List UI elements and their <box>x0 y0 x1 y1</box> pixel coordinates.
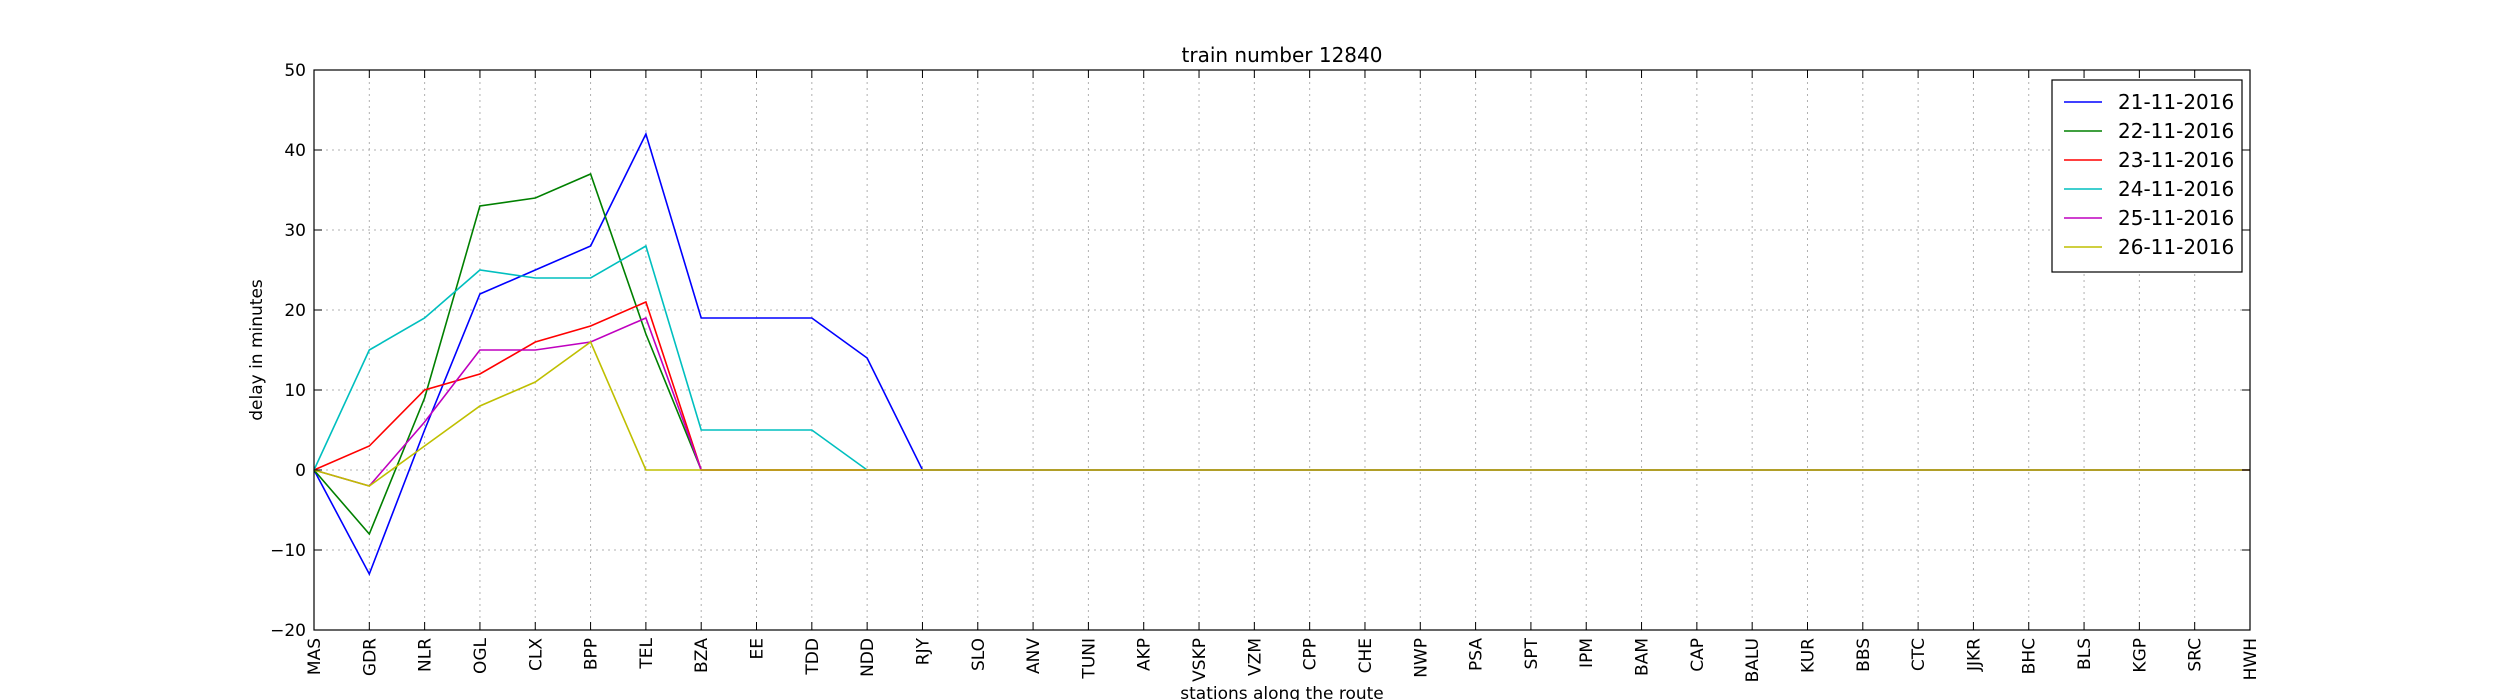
legend-label: 23-11-2016 <box>2118 148 2234 172</box>
legend-label: 21-11-2016 <box>2118 90 2234 114</box>
x-tick-label: JJKR <box>1964 638 1984 672</box>
x-tick-label: IPM <box>1577 638 1597 668</box>
x-tick-label: BBS <box>1854 638 1874 672</box>
y-tick-label: 20 <box>284 301 306 321</box>
chart-title: train number 12840 <box>1182 43 1383 67</box>
x-tick-label: MAS <box>305 638 325 675</box>
x-tick-label: CHE <box>1356 638 1376 673</box>
x-tick-label: RJY <box>913 637 933 665</box>
legend-label: 26-11-2016 <box>2118 235 2234 259</box>
legend-label: 24-11-2016 <box>2118 177 2234 201</box>
x-tick-label: AKP <box>1135 638 1155 671</box>
x-tick-label: NLR <box>416 638 436 672</box>
series-line <box>313 340 2250 487</box>
x-tick-label: BAM <box>1633 638 1653 676</box>
y-tick-label: 10 <box>284 381 306 401</box>
y-tick-label: 0 <box>295 461 306 481</box>
y-tick-label: 50 <box>284 61 306 81</box>
x-tick-label: VZM <box>1245 638 1265 676</box>
x-tick-label: HWH <box>2241 638 2261 680</box>
x-tick-label: ANV <box>1024 638 1044 674</box>
x-tick-label: KGP <box>2130 638 2150 673</box>
x-tick-label: OGL <box>471 637 491 674</box>
x-tick-label: NDD <box>858 638 878 677</box>
x-tick-label: VSKP <box>1190 638 1210 682</box>
legend-label: 22-11-2016 <box>2118 119 2234 143</box>
legend-box <box>2051 79 2243 273</box>
series-line <box>313 131 2250 576</box>
series-lines <box>313 131 2250 576</box>
series-line <box>313 316 2250 487</box>
x-tick-label: CTC <box>1909 638 1929 671</box>
legend: 21-11-2016 22-11-2016 23-11-2016 24-11-2016… <box>2051 79 2243 273</box>
x-tick-label: EE <box>748 638 768 659</box>
series-line <box>313 300 2250 471</box>
x-tick-label: KUR <box>1798 638 1818 673</box>
x-tick-label: BZA <box>692 638 712 673</box>
y-tick-label: −20 <box>270 621 306 641</box>
x-tick-label: PSA <box>1467 638 1487 671</box>
x-tick-label: GDR <box>360 638 380 676</box>
x-tick-label: SRC <box>2186 638 2206 672</box>
x-tick-label: CLX <box>526 638 546 671</box>
x-tick-label: BPP <box>582 638 602 670</box>
x-tick-label: SLO <box>969 638 989 671</box>
plot-frame <box>313 69 2251 631</box>
x-tick-label: TUNI <box>1079 638 1099 680</box>
y-tick-label: 40 <box>284 141 306 161</box>
x-tick-label: CPP <box>1301 638 1321 670</box>
x-axis-label: stations along the route <box>1180 684 1384 700</box>
x-tick-label: TDD <box>803 638 823 676</box>
y-tick-label: 30 <box>284 221 306 241</box>
x-tick-label: NWP <box>1411 638 1431 678</box>
legend-label: 25-11-2016 <box>2118 206 2234 230</box>
series-line <box>313 172 2250 536</box>
x-tick-label: BHC <box>2020 638 2040 674</box>
y-tick-label: −10 <box>270 541 306 561</box>
x-tick-label: BLS <box>2075 638 2095 670</box>
series-line <box>313 244 2250 471</box>
x-tick-label: BALU <box>1743 638 1763 682</box>
x-tick-label: SPT <box>1522 637 1542 669</box>
axis-ticks: −20 −10 0 10 20 30 40 50 MAS GDR NLR OGL CLX BPP TEL BZ… <box>270 61 2261 682</box>
grid-lines <box>313 69 2251 631</box>
y-axis-label: delay in minutes <box>247 279 267 421</box>
x-tick-label: CAP <box>1688 638 1708 672</box>
x-tick-label: TEL <box>637 637 657 669</box>
